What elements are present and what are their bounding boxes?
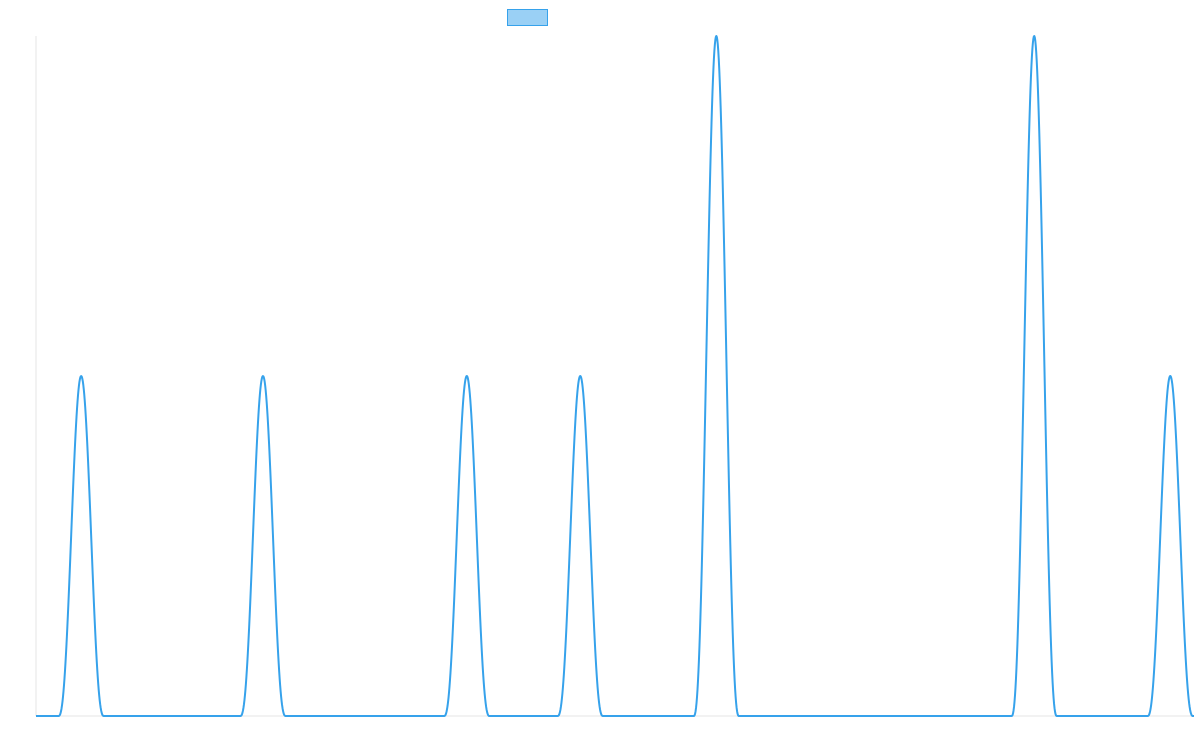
data-point-1[interactable] — [78, 373, 84, 379]
series-line — [35, 35, 1195, 717]
data-point-7[interactable] — [1167, 373, 1173, 379]
data-point-4[interactable] — [577, 373, 583, 379]
data-point-6[interactable] — [1031, 33, 1037, 39]
legend-swatch[interactable] — [507, 9, 548, 26]
data-point-2[interactable] — [260, 373, 266, 379]
data-point-3[interactable] — [464, 373, 470, 379]
data-point-5[interactable] — [713, 33, 719, 39]
